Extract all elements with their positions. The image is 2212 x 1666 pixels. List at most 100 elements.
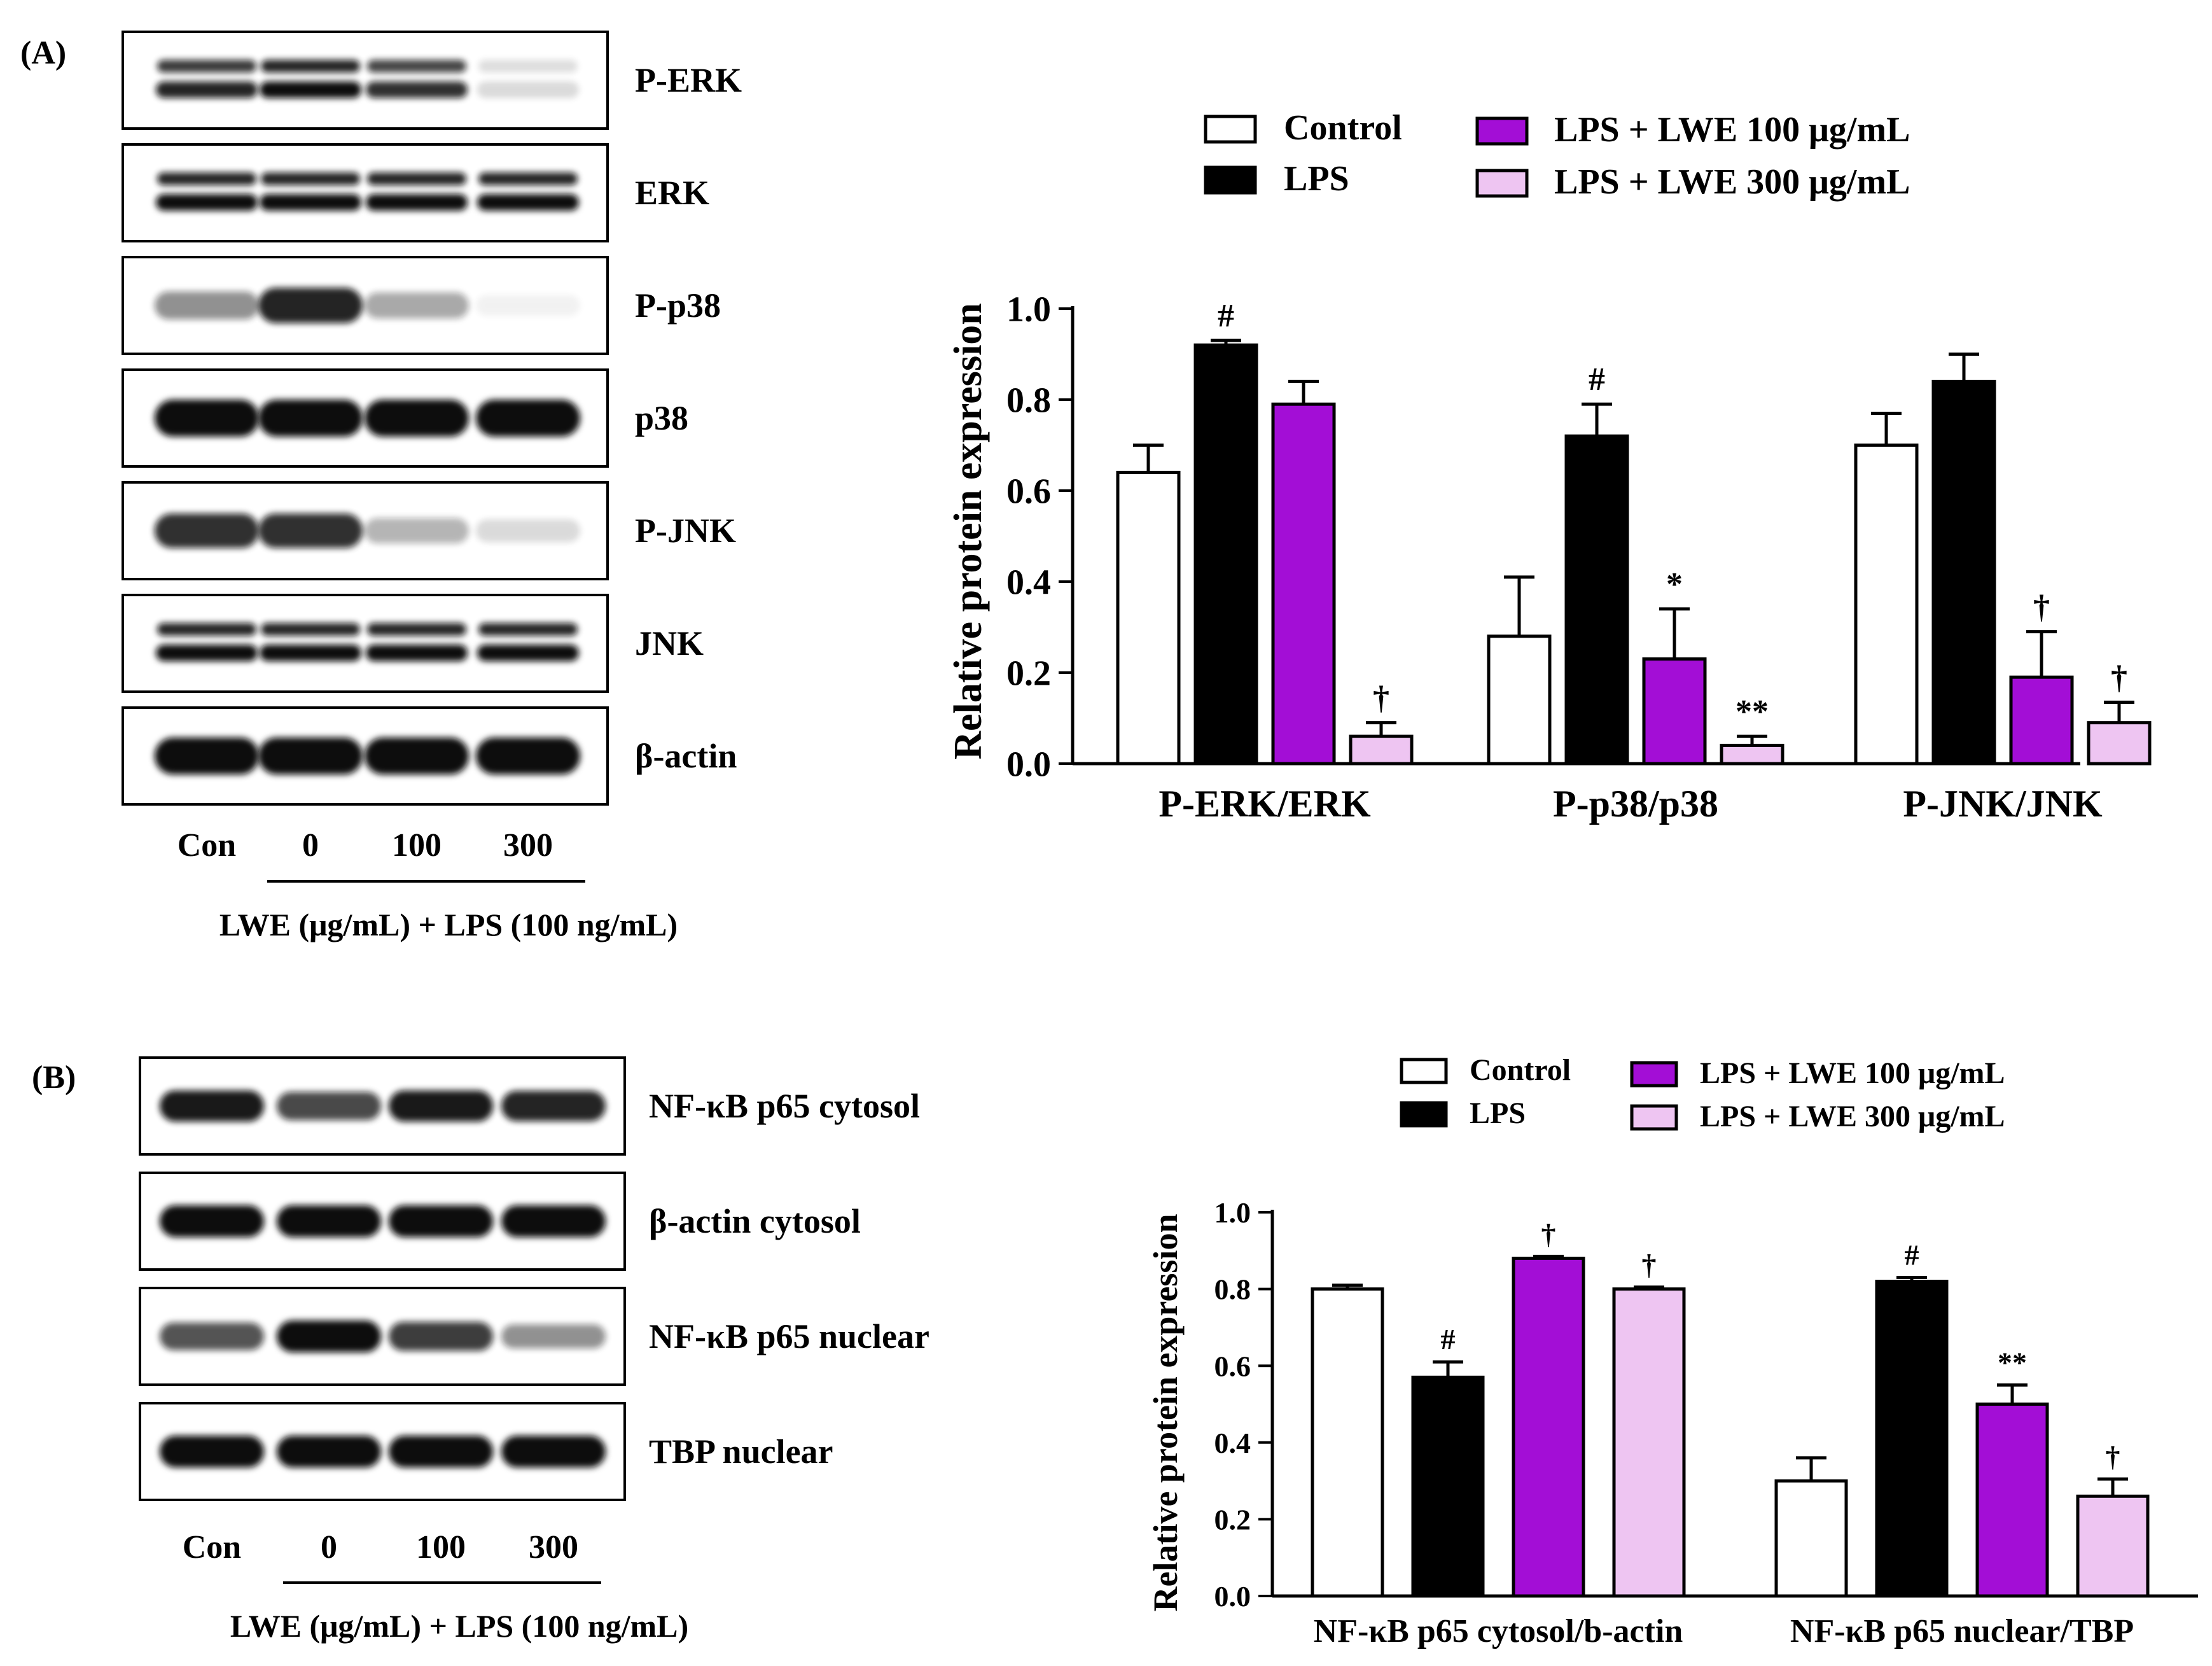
- blot-band: [277, 1205, 381, 1237]
- blot-band: [366, 194, 468, 211]
- blot-band: [157, 623, 256, 636]
- blot-band: [260, 81, 361, 98]
- bar: [1349, 734, 1414, 766]
- blot-band: [366, 645, 468, 661]
- bar: [2009, 675, 2074, 766]
- blot-band: [261, 60, 360, 73]
- blot-band: [277, 1091, 381, 1121]
- blot-lane-label: 100: [416, 1529, 466, 1565]
- bar: [1774, 1479, 1848, 1598]
- blot-band: [155, 513, 259, 549]
- blot-row-label: TBP nuclear: [649, 1432, 833, 1471]
- y-tick-label: 0.4: [1006, 563, 1051, 603]
- y-tick-label: 0.2: [1214, 1504, 1251, 1536]
- blot-band: [367, 172, 466, 185]
- blot-lane-label: 0: [302, 827, 319, 864]
- panel-b-western-blot: NF-κB p65 cytosol β-actin cytosol NF-κB p6…: [139, 1056, 929, 1565]
- blot-band: [261, 623, 360, 636]
- blot-band: [260, 645, 361, 661]
- bar: [1311, 1287, 1384, 1598]
- panel-b-bar-chart: 0.0 0.2 0.4 0.6 0.8 1.0 # † † NF-κB p65 cytosol/b…: [1214, 1196, 2198, 1649]
- blot-band: [258, 400, 363, 437]
- blot-band: [477, 81, 579, 98]
- blot-row-label: JNK: [635, 624, 704, 662]
- category-label: NF-κB p65 cytosol/b-actin: [1314, 1613, 1683, 1649]
- panel-b-label: (B): [32, 1060, 76, 1096]
- blot-band: [155, 738, 259, 774]
- blot-lane-label: Con: [177, 827, 237, 864]
- blot-frame: [122, 143, 609, 242]
- legend-label: LPS + LWE 100 μg/mL: [1554, 110, 1910, 150]
- bar: [2076, 1494, 2150, 1598]
- y-tick-label: 1.0: [1006, 290, 1051, 330]
- bar: [1193, 343, 1258, 766]
- blot-row-label: p38: [635, 399, 688, 437]
- blot-band: [156, 645, 258, 661]
- y-tick-label: 0.8: [1006, 381, 1051, 421]
- blot-band: [258, 288, 363, 323]
- significance-mark: **: [1998, 1346, 2027, 1378]
- significance-mark: #: [1441, 1323, 1456, 1355]
- legend-swatch: [1475, 169, 1529, 198]
- legend-swatch: [1630, 1104, 1678, 1131]
- legend-label: Control: [1470, 1053, 1571, 1087]
- blot-lane-label: 100: [392, 827, 442, 864]
- bar: [1564, 434, 1629, 766]
- blot-lane-label: 300: [503, 827, 553, 864]
- blot-row-label: β-actin: [635, 737, 737, 775]
- legend-label: LPS + LWE 300 μg/mL: [1554, 162, 1910, 202]
- significance-mark: †: [2111, 659, 2127, 696]
- blot-band: [258, 738, 363, 774]
- bar: [1720, 743, 1784, 766]
- blot-band: [155, 291, 259, 319]
- blot-band: [365, 738, 469, 774]
- blot-row-label: ERK: [635, 174, 709, 212]
- blot-lane-label: Con: [183, 1529, 242, 1565]
- category-label: P-ERK/ERK: [1158, 783, 1371, 825]
- blot-band: [157, 172, 256, 185]
- bar: [1116, 470, 1181, 766]
- blot-band: [261, 172, 360, 185]
- blot-band: [476, 400, 580, 437]
- blot-band: [478, 60, 578, 73]
- significance-mark: †: [1373, 680, 1389, 717]
- significance-mark: #: [1218, 298, 1234, 334]
- significance-mark: *: [1666, 566, 1683, 603]
- bar: [2087, 721, 2152, 766]
- bar: [1875, 1280, 1949, 1598]
- y-tick-label: 0.6: [1006, 472, 1051, 512]
- blot-band: [258, 513, 363, 549]
- legend-label: Control: [1284, 108, 1402, 148]
- legend-swatch: [1204, 165, 1257, 195]
- panel-a-label: (A): [20, 35, 66, 71]
- legend-label: LPS + LWE 300 μg/mL: [1700, 1100, 2005, 1133]
- y-tick-label: 0.2: [1006, 654, 1051, 694]
- panel-b-y-axis-label: Relative protein expression: [1146, 1214, 1185, 1612]
- blot-band: [501, 1091, 606, 1121]
- blot-band: [501, 1205, 606, 1237]
- y-tick-label: 0.0: [1006, 745, 1051, 785]
- significance-mark: #: [1589, 361, 1605, 398]
- y-tick-label: 0.6: [1214, 1350, 1251, 1382]
- significance-mark: †: [1541, 1217, 1556, 1250]
- bar: [1931, 379, 1996, 766]
- category-label: P-p38/p38: [1553, 783, 1718, 825]
- bar: [1271, 402, 1336, 766]
- blot-band: [365, 518, 469, 543]
- blot-band: [157, 60, 256, 73]
- panel-a-western-blot: P-ERK ERK P-p38 p38 P-JNK JNK β-actin Con 0 100 30…: [122, 31, 742, 864]
- blot-band: [277, 1436, 381, 1467]
- bar: [1512, 1256, 1585, 1598]
- blot-band: [160, 1436, 264, 1467]
- legend-swatch: [1400, 1058, 1448, 1084]
- bar: [1411, 1375, 1485, 1598]
- blot-band: [365, 400, 469, 437]
- blot-band: [501, 1324, 606, 1348]
- blot-band: [476, 738, 580, 774]
- legend-swatch: [1400, 1101, 1448, 1128]
- panel-a-bar-chart: 0.00.20.40.60.81.0 #†P-ERK/ERK#***P-p38/p…: [1006, 290, 2152, 825]
- blot-frame: [122, 594, 609, 693]
- blot-band: [477, 645, 579, 661]
- y-tick-label: 1.0: [1214, 1196, 1251, 1229]
